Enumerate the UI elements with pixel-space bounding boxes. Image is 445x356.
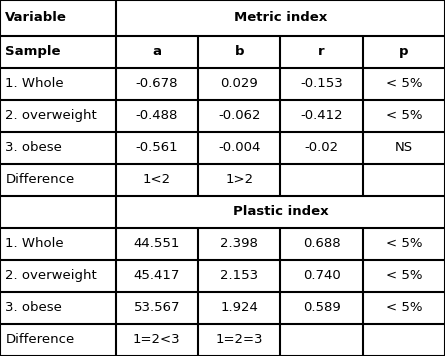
- Text: 2. overweight: 2. overweight: [5, 269, 97, 282]
- Text: 1<2: 1<2: [143, 173, 171, 186]
- Text: 2.398: 2.398: [220, 237, 258, 250]
- Text: 1=2<3: 1=2<3: [133, 334, 181, 346]
- Text: 44.551: 44.551: [134, 237, 180, 250]
- Text: 1>2: 1>2: [225, 173, 253, 186]
- Text: 2.153: 2.153: [220, 269, 258, 282]
- Text: p: p: [399, 45, 409, 58]
- Text: < 5%: < 5%: [385, 109, 422, 122]
- Text: Difference: Difference: [5, 334, 75, 346]
- Text: < 5%: < 5%: [385, 237, 422, 250]
- Text: -0.153: -0.153: [300, 77, 343, 90]
- Text: 1=2=3: 1=2=3: [215, 334, 263, 346]
- Text: r: r: [318, 45, 325, 58]
- Text: -0.488: -0.488: [136, 109, 178, 122]
- Text: -0.678: -0.678: [136, 77, 178, 90]
- Text: -0.412: -0.412: [300, 109, 343, 122]
- Text: 3. obese: 3. obese: [5, 302, 62, 314]
- Text: -0.561: -0.561: [136, 141, 178, 154]
- Text: Metric index: Metric index: [234, 11, 327, 24]
- Text: < 5%: < 5%: [385, 302, 422, 314]
- Text: -0.004: -0.004: [218, 141, 260, 154]
- Text: NS: NS: [395, 141, 413, 154]
- Text: 2. overweight: 2. overweight: [5, 109, 97, 122]
- Text: -0.062: -0.062: [218, 109, 260, 122]
- Text: a: a: [152, 45, 162, 58]
- Text: -0.02: -0.02: [304, 141, 339, 154]
- Text: 0.589: 0.589: [303, 302, 340, 314]
- Text: Variable: Variable: [5, 11, 67, 24]
- Text: Plastic index: Plastic index: [233, 205, 328, 218]
- Text: 3. obese: 3. obese: [5, 141, 62, 154]
- Text: 0.740: 0.740: [303, 269, 340, 282]
- Text: Sample: Sample: [5, 45, 61, 58]
- Text: 53.567: 53.567: [134, 302, 180, 314]
- Text: < 5%: < 5%: [385, 77, 422, 90]
- Text: 1. Whole: 1. Whole: [5, 237, 64, 250]
- Text: Difference: Difference: [5, 173, 75, 186]
- Text: 0.029: 0.029: [220, 77, 258, 90]
- Text: 1. Whole: 1. Whole: [5, 77, 64, 90]
- Text: b: b: [235, 45, 244, 58]
- Text: 1.924: 1.924: [220, 302, 258, 314]
- Text: 45.417: 45.417: [134, 269, 180, 282]
- Text: 0.688: 0.688: [303, 237, 340, 250]
- Text: < 5%: < 5%: [385, 269, 422, 282]
